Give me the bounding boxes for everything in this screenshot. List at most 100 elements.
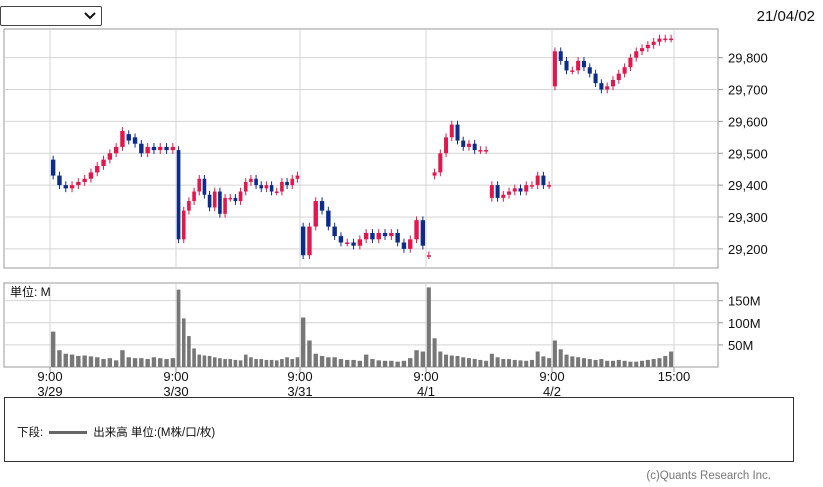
volume-tick-label: 100M bbox=[728, 316, 761, 331]
volume-bar bbox=[426, 287, 431, 367]
candle-body bbox=[455, 124, 460, 141]
volume-bar bbox=[558, 349, 563, 367]
candle-body bbox=[197, 178, 202, 192]
candle-body bbox=[319, 201, 325, 211]
candle-body bbox=[432, 172, 437, 176]
volume-bar bbox=[132, 358, 138, 367]
candle-body bbox=[576, 60, 581, 71]
volume-bar bbox=[120, 350, 125, 367]
volume-bar bbox=[207, 355, 212, 367]
candle-body bbox=[587, 67, 592, 74]
copyright-credit: (c)Quants Research Inc. bbox=[646, 470, 771, 482]
volume-bar bbox=[192, 348, 196, 367]
volume-bar bbox=[663, 355, 668, 367]
volume-bar bbox=[274, 360, 279, 367]
volume-bar bbox=[95, 357, 100, 367]
volume-bar bbox=[212, 357, 217, 367]
candle-body bbox=[285, 181, 289, 186]
candle-body bbox=[669, 38, 674, 41]
volume-bar bbox=[370, 359, 375, 367]
volume-bar bbox=[593, 359, 598, 367]
volume-bar bbox=[158, 358, 163, 367]
candle-body bbox=[57, 175, 62, 186]
candle-body bbox=[507, 191, 512, 195]
candle-body bbox=[63, 185, 68, 189]
volume-bar bbox=[332, 357, 337, 367]
candle-body bbox=[269, 185, 274, 192]
volume-bar bbox=[414, 350, 419, 367]
legend-box: 下段: 出来高 単位:(M株/口/枚) bbox=[4, 397, 794, 462]
candle-body bbox=[535, 175, 540, 186]
candle-body bbox=[50, 159, 56, 176]
volume-bar bbox=[300, 317, 306, 367]
volume-unit-label: 単位: M bbox=[10, 284, 51, 299]
volume-bar bbox=[82, 355, 87, 367]
candle-body bbox=[207, 194, 212, 208]
x-tick-time-label: 9:00 bbox=[413, 369, 438, 384]
candle-body bbox=[489, 185, 494, 198]
volume-bar bbox=[218, 358, 222, 367]
candle-body bbox=[605, 86, 610, 90]
period-select[interactable] bbox=[0, 6, 102, 26]
candle-body bbox=[461, 140, 466, 147]
candle-body bbox=[158, 146, 163, 151]
candle-body bbox=[426, 255, 431, 257]
candle-body bbox=[107, 153, 113, 160]
volume-bar bbox=[295, 357, 300, 367]
candle-body bbox=[610, 79, 616, 87]
candle-body bbox=[414, 220, 419, 240]
volume-bar bbox=[63, 353, 68, 367]
volume-bar bbox=[408, 358, 413, 367]
candle-body bbox=[622, 67, 627, 74]
volume-bar bbox=[363, 354, 369, 367]
candle-body bbox=[113, 146, 119, 154]
volume-bar bbox=[512, 359, 517, 367]
candle-body bbox=[351, 242, 356, 246]
candle-body bbox=[338, 236, 344, 243]
candle-body bbox=[593, 73, 598, 84]
volume-tick-label: 50M bbox=[728, 338, 753, 353]
volume-bar bbox=[202, 355, 207, 367]
volume-bar bbox=[249, 357, 253, 367]
volume-bar bbox=[238, 360, 243, 367]
price-tick-label: 29,500 bbox=[728, 146, 768, 161]
x-tick-date-label: 4/2 bbox=[543, 384, 561, 397]
candle-body bbox=[547, 185, 552, 187]
volume-bar bbox=[587, 359, 592, 367]
candle-body bbox=[663, 38, 668, 41]
candle-body bbox=[264, 185, 269, 189]
volume-bar bbox=[495, 357, 500, 367]
candle-body bbox=[628, 57, 633, 68]
volume-bar bbox=[76, 355, 81, 367]
candle-body bbox=[233, 197, 238, 202]
x-tick-time-label: 9:00 bbox=[37, 369, 62, 384]
candle-body bbox=[120, 130, 125, 147]
volume-bar bbox=[657, 358, 662, 367]
candle-body bbox=[202, 178, 207, 195]
price-tick-label: 29,600 bbox=[728, 114, 768, 129]
volume-bar bbox=[290, 359, 295, 367]
volume-bar bbox=[233, 359, 238, 367]
volume-bar bbox=[507, 359, 512, 367]
candle-body bbox=[382, 232, 388, 237]
volume-bar bbox=[461, 357, 466, 367]
volume-bar bbox=[472, 359, 477, 367]
candle-body bbox=[634, 51, 639, 58]
x-tick-time-label: 9:00 bbox=[539, 369, 564, 384]
volume-bar bbox=[187, 336, 191, 367]
volume-bar bbox=[88, 356, 94, 367]
volume-bar bbox=[50, 331, 56, 367]
candle-body bbox=[345, 242, 350, 245]
candle-body bbox=[616, 73, 621, 80]
volume-bar bbox=[420, 351, 426, 367]
volume-bar bbox=[455, 355, 460, 367]
volume-bar bbox=[69, 354, 75, 367]
candle-body bbox=[280, 181, 284, 192]
volume-bar bbox=[529, 359, 534, 367]
candle-body bbox=[228, 197, 233, 200]
candle-body bbox=[164, 146, 169, 151]
candle-body bbox=[389, 232, 394, 237]
candle-body bbox=[438, 153, 443, 173]
price-tick-label: 29,200 bbox=[728, 242, 768, 257]
volume-bar bbox=[254, 359, 258, 367]
